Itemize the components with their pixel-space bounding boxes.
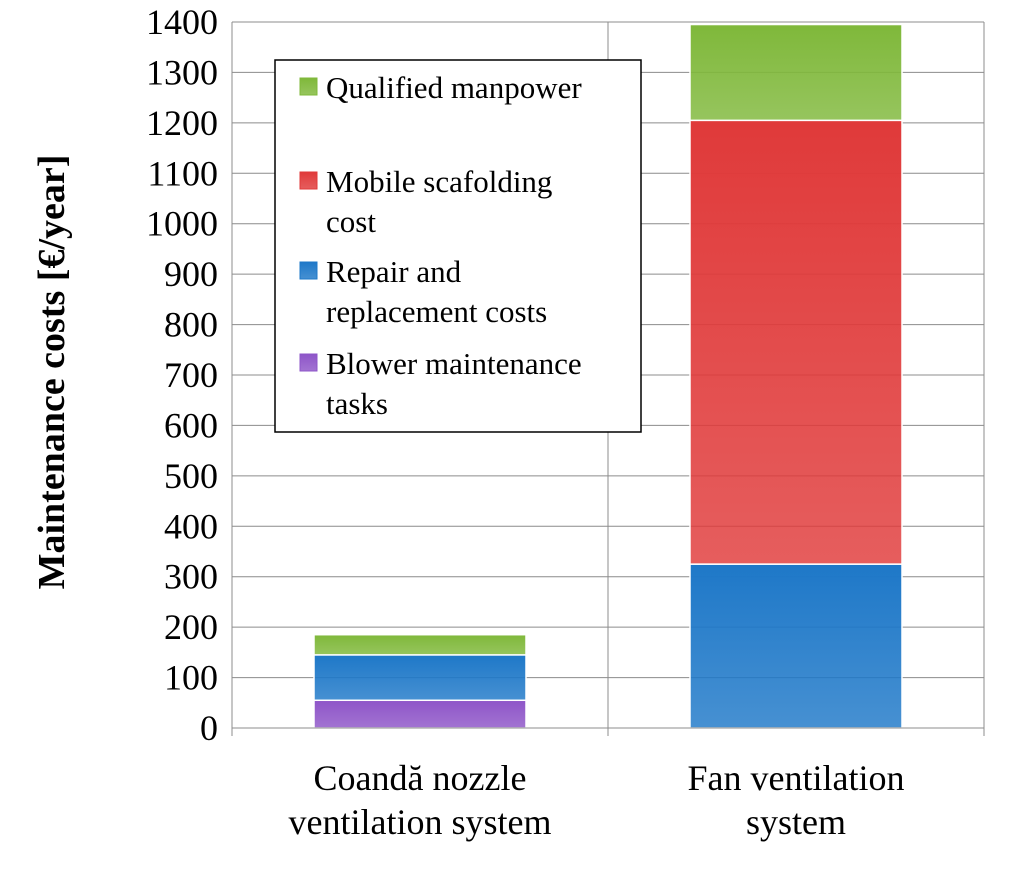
y-tick-label: 900 — [164, 254, 218, 294]
y-tick-label: 600 — [164, 405, 218, 445]
y-tick-label: 1100 — [147, 153, 218, 193]
legend-swatch — [299, 171, 318, 190]
legend-label: Repair and replacement costs — [326, 254, 547, 329]
y-tick-label: 0 — [200, 708, 218, 748]
legend-swatch — [299, 353, 318, 372]
legend-box — [274, 59, 642, 433]
bar-segment — [313, 654, 527, 702]
y-tick-label: 1400 — [146, 2, 218, 42]
y-tick-label: 700 — [164, 355, 218, 395]
y-axis-label: Maintenance costs [€/year] — [31, 155, 73, 590]
x-tick-label: Coandă nozzle ventilation system — [289, 758, 552, 842]
y-tick-label: 500 — [164, 456, 218, 496]
bar-segment — [689, 119, 903, 565]
legend-swatch — [299, 77, 318, 96]
bar-segment — [689, 563, 903, 729]
bar-segment — [313, 699, 527, 729]
y-tick-label: 400 — [164, 506, 218, 546]
legend-label: Blower maintenance tasks — [326, 346, 582, 421]
y-tick-label: 1200 — [146, 103, 218, 143]
bar-segment — [313, 633, 527, 656]
legend: Qualified manpower Mobile scafolding cost R… — [274, 59, 642, 433]
y-tick-label: 1300 — [146, 52, 218, 92]
bar-segment — [689, 23, 903, 122]
y-tick-label: 1000 — [146, 204, 218, 244]
axes: 0 100 200 300 400 500 600 700 800 900 1000 1100 1200… — [146, 2, 985, 842]
legend-label: Qualified manpower — [326, 70, 582, 105]
legend-swatch — [299, 261, 318, 280]
bars — [313, 23, 903, 729]
x-tick-label: Fan ventilation system — [688, 758, 905, 842]
y-tick-label: 100 — [164, 658, 218, 698]
y-tick-label: 800 — [164, 305, 218, 345]
y-tick-label: 200 — [164, 607, 218, 647]
legend-label: Mobile scafolding cost — [326, 164, 552, 239]
y-tick-label: 300 — [164, 557, 218, 597]
